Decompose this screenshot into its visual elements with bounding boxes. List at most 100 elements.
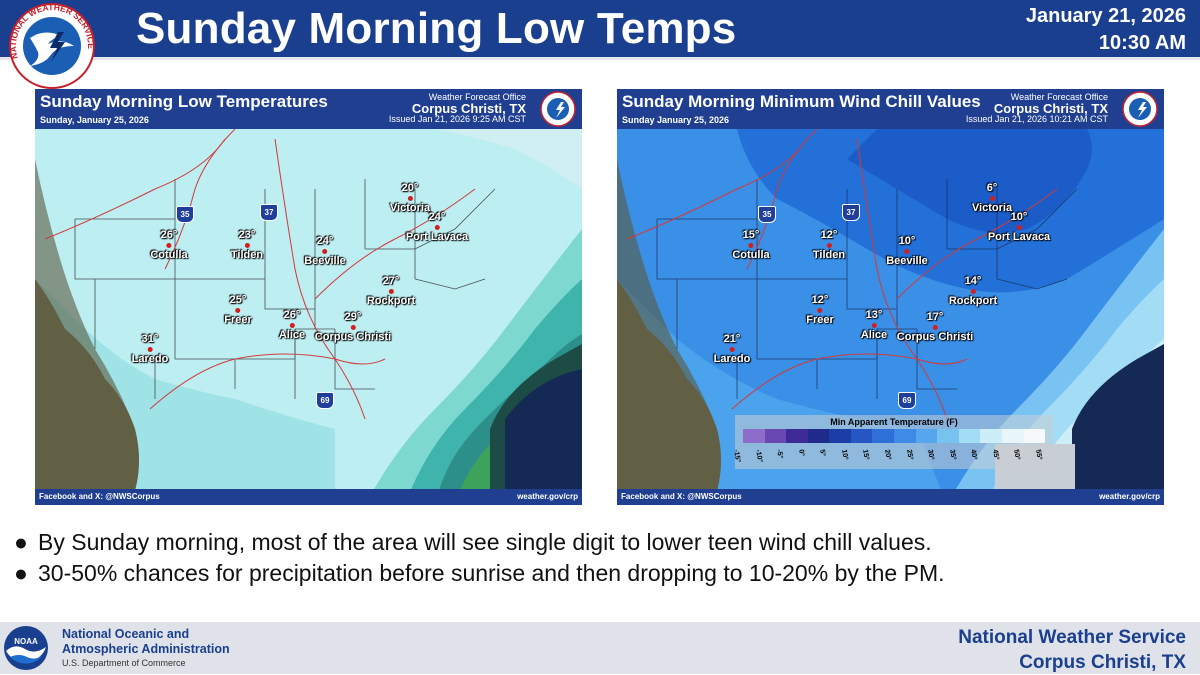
city-value: 6° — [986, 182, 998, 194]
nws-line2: Corpus Christi, TX — [1019, 652, 1186, 673]
panel-subtitle: Sunday, January 25, 2026 — [40, 115, 149, 125]
issued-label: Issued Jan 21, 2026 9:25 AM CST — [388, 114, 526, 124]
city-value: 14° — [964, 275, 982, 287]
wind-chill-legend: Min Apparent Temperature (F) -15° -10° -5°… — [732, 415, 1053, 469]
city-marker: 23° Tilden — [231, 229, 263, 262]
city-marker: 10° Beeville — [886, 235, 928, 268]
panel-title: Sunday Morning Minimum Wind Chill Values — [622, 92, 981, 111]
city-name: Laredo — [713, 353, 751, 365]
city-name: Freer — [224, 314, 252, 326]
city-name: Tilden — [230, 249, 264, 261]
city-marker: 24° Beeville — [304, 235, 346, 268]
city-name: Corpus Christi — [314, 331, 392, 343]
city-name: Cotulla — [150, 249, 188, 261]
date-time: January 21, 2026 10:30 AM — [1026, 3, 1186, 57]
city-name: Beeville — [886, 255, 928, 267]
city-dot-icon — [244, 243, 250, 248]
legend-swatch — [786, 429, 808, 443]
bullet-text: 30-50% chances for precipitation before … — [38, 560, 945, 586]
city-dot-icon — [388, 289, 394, 294]
legend-swatch — [1023, 429, 1046, 443]
city-marker: 6° Victoria — [972, 182, 1012, 215]
city-marker: 13° Alice — [861, 309, 887, 342]
nws-seal-icon — [1122, 91, 1158, 127]
legend-swatch — [894, 429, 916, 443]
low-temperature-map-panel: Sunday Morning Low Temperatures Sunday, … — [35, 89, 582, 505]
city-value: 31° — [141, 333, 159, 345]
legend-labels: -15° -10° -5° 0° 5° 10° 15° 20° 25° 30° 35° 40° 45° 5… — [732, 445, 1053, 467]
city-value: 21° — [723, 333, 741, 345]
bullet-text: By Sunday morning, most of the area will… — [38, 529, 932, 555]
city-value: 10° — [1010, 211, 1028, 223]
city-dot-icon — [407, 196, 413, 201]
city-name: Rockport — [948, 295, 998, 307]
legend-tick-label: 0° — [796, 449, 805, 457]
city-value: 12° — [811, 294, 829, 306]
city-value: 24° — [428, 211, 446, 223]
legend-swatch — [872, 429, 895, 443]
panel-header — [35, 89, 582, 129]
interstate-shield-35: 35 — [176, 206, 194, 223]
noaa-name: National Oceanic and Atmospheric Adminis… — [62, 627, 230, 657]
nws-logo-icon: NATIONAL WEATHER SERVICE — [8, 2, 96, 89]
city-value: 23° — [238, 229, 256, 241]
city-dot-icon — [322, 249, 328, 254]
legend-tick-label: 15° — [861, 449, 871, 461]
office-block: Weather Forecast Office Corpus Christi, … — [966, 92, 1108, 125]
city-name: Port Lavaca — [987, 231, 1051, 243]
city-marker: 29° Corpus Christi — [315, 311, 391, 344]
city-marker: 10° Port Lavaca — [988, 211, 1050, 244]
legend-swatch — [807, 429, 830, 443]
legend-tick-label: 5° — [818, 449, 827, 457]
website-label: weather.gov/crp — [1099, 492, 1160, 501]
city-dot-icon — [826, 243, 832, 248]
city-name: Beeville — [304, 255, 346, 267]
city-dot-icon — [166, 243, 172, 248]
social-label: Facebook and X: @NWSCorpus — [39, 492, 160, 501]
city-marker: 21° Laredo — [714, 333, 751, 366]
city-marker: 14° Rockport — [949, 275, 997, 308]
city-dot-icon — [235, 308, 241, 313]
panel-footer: Facebook and X: @NWSCorpus weather.gov/c… — [35, 489, 582, 505]
city-value: 26° — [160, 229, 178, 241]
date-label: January 21, 2026 — [1025, 5, 1186, 27]
panel-subtitle: Sunday January 25, 2026 — [622, 115, 730, 125]
city-dot-icon — [729, 347, 735, 352]
city-marker: 20° Victoria — [390, 182, 430, 215]
legend-tick-label: 35° — [947, 449, 957, 461]
office-line1: Weather Forecast Office — [428, 92, 526, 102]
nws-office-block: National Weather Service Corpus Christi,… — [958, 625, 1186, 675]
city-dot-icon — [434, 225, 440, 230]
legend-swatch — [1001, 429, 1024, 443]
city-value: 17° — [926, 311, 944, 323]
city-dot-icon — [932, 325, 938, 330]
city-value: 27° — [382, 275, 400, 287]
panel-header — [617, 89, 1164, 129]
city-dot-icon — [1016, 225, 1022, 230]
city-dot-icon — [817, 308, 823, 313]
bullet-icon: ● — [14, 529, 28, 555]
interstate-shield-37: 37 — [260, 204, 278, 221]
legend-tick-label: 10° — [839, 449, 849, 461]
low-temperature-map — [35, 129, 582, 505]
city-marker: 15° Cotulla — [732, 229, 769, 262]
city-value: 26° — [283, 309, 301, 321]
interstate-shield-37: 37 — [842, 204, 860, 221]
city-dot-icon — [748, 243, 754, 248]
legend-swatches — [743, 429, 1046, 443]
city-name: Alice — [278, 329, 306, 341]
office-line2: Corpus Christi, TX — [993, 101, 1108, 116]
city-dot-icon — [147, 347, 153, 352]
website-label: weather.gov/crp — [517, 492, 578, 501]
city-name: Port Lavaca — [405, 231, 469, 243]
city-name: Cotulla — [732, 249, 770, 261]
city-name: Tilden — [812, 249, 846, 261]
city-value: 15° — [742, 229, 760, 241]
city-marker: 26° Cotulla — [150, 229, 187, 262]
office-line1: Weather Forecast Office — [1010, 92, 1108, 102]
city-marker: 31° Laredo — [132, 333, 169, 366]
legend-swatch — [743, 429, 765, 443]
city-marker: 25° Freer — [224, 294, 252, 327]
bullet-item: ● 30-50% chances for precipitation before… — [14, 558, 945, 589]
legend-tick-label: 50° — [1012, 449, 1022, 461]
